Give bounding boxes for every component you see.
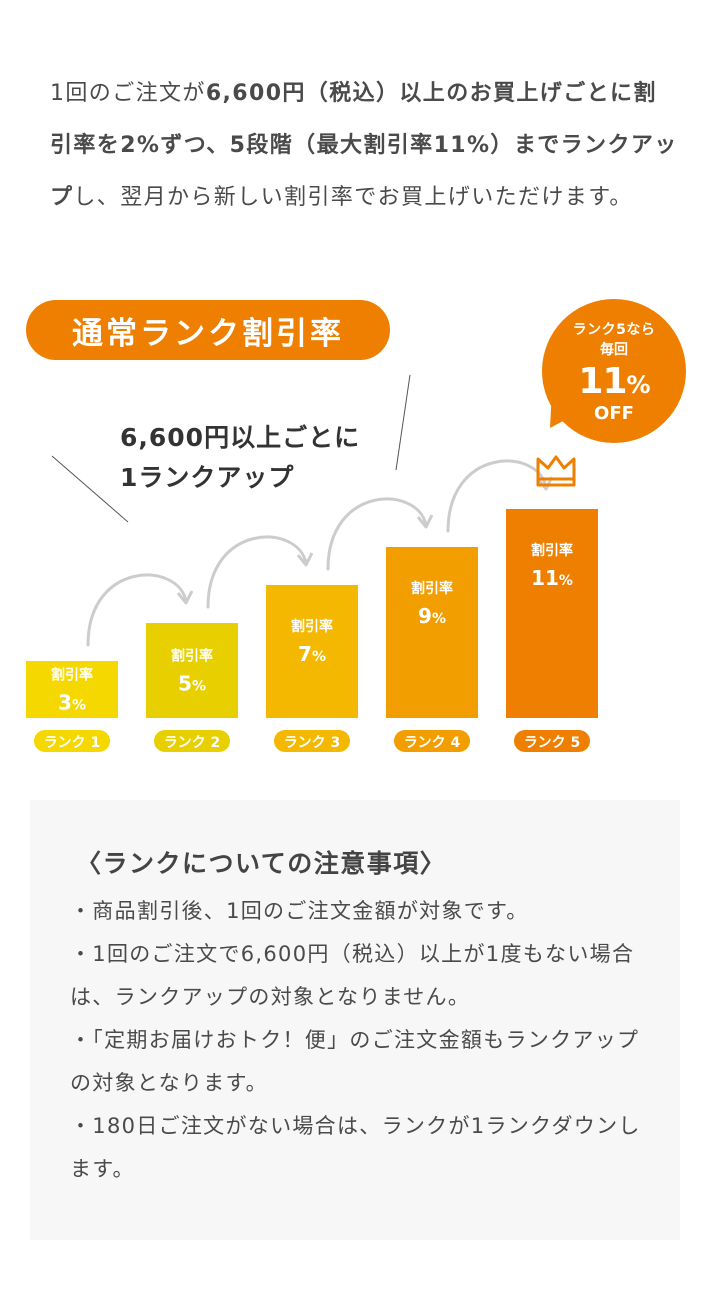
- rank-tag-label: ランク 5: [524, 735, 581, 751]
- rank-tag: [274, 730, 350, 752]
- note-item: ・「定期お届けおトク！便」のご注文金額もランクアップの対象となります。: [70, 1028, 640, 1095]
- notes-list: ・商品割引後、1回のご注文金額が対象です。 ・1回のご注文で6,600円（税込）…: [70, 890, 660, 1191]
- crown-icon: [536, 455, 576, 487]
- bar-caption: 割引率: [411, 580, 453, 597]
- bubble-line1: ランク5なら: [572, 322, 656, 338]
- intro-highlight: 6,600円（税込）以上のお買上げごとに割引率を2%ずつ、5段階（最大割引率11…: [50, 81, 678, 210]
- rank-up-arrowhead: [296, 552, 314, 567]
- rank-up-note: 6,600円以上ごとに 1ランクアップ: [120, 418, 360, 498]
- bar-value-label: 11%: [531, 566, 573, 590]
- max-rank-bubble: ランク5なら 毎回 11% OFF: [542, 299, 686, 443]
- notes-box: 〈ランクについての注意事項〉 ・商品割引後、1回のご注文金額が対象です。 ・1回…: [30, 800, 680, 1240]
- accent-line-left: [51, 455, 129, 523]
- note-item: ・1回のご注文で6,600円（税込）以上が1度もない場合は、ランクアップの対象と…: [70, 942, 635, 1009]
- rank-up-arrow: [326, 497, 428, 571]
- bar-caption: 割引率: [531, 542, 573, 559]
- rank-tag-label: ランク 1: [44, 735, 101, 751]
- bubble-unit: %: [626, 371, 651, 399]
- rank-chart: 割引率 3% ランク 1 割引率 5% ランク 2 割引率 7% ランク 3 割引率 9% ランク 4…: [26, 374, 598, 752]
- rank-bar: [146, 623, 238, 718]
- rank-up-arrowhead: [416, 514, 434, 529]
- rank-tag-label: ランク 3: [284, 735, 341, 751]
- note-item: ・商品割引後、1回のご注文金額が対象です。: [70, 899, 529, 923]
- bubble-line2: 毎回: [600, 342, 628, 358]
- rank-bar: [386, 547, 478, 718]
- note-item: ・180日ご注文がない場合は、ランクが1ランクダウンします。: [70, 1114, 641, 1181]
- section-title: 通常ランク割引率: [26, 300, 390, 360]
- rank-bar: [26, 661, 118, 718]
- bar-caption: 割引率: [51, 667, 93, 684]
- rank-tag-label: ランク 4: [404, 735, 461, 751]
- rank-note-line2: 1ランクアップ: [120, 463, 295, 492]
- rank-bar: [506, 509, 598, 718]
- rank-up-arrow: [446, 459, 548, 533]
- intro-text: 1回のご注文が6,600円（税込）以上のお買上げごとに割引率を2%ずつ、5段階（…: [50, 68, 680, 224]
- bar-caption: 割引率: [171, 648, 213, 665]
- rank-up-arrow: [86, 573, 188, 647]
- bar-value-label: 3%: [58, 691, 86, 715]
- bubble-value: 11: [578, 361, 627, 402]
- accent-line-right: [395, 374, 411, 471]
- rank-tag: [394, 730, 470, 752]
- bubble-off: OFF: [594, 403, 634, 424]
- rank-up-arrow: [206, 535, 308, 609]
- rank-tag: [34, 730, 110, 752]
- rank-bar: [266, 585, 358, 718]
- rank-tag-label: ランク 2: [164, 735, 221, 751]
- rank-tag: [154, 730, 230, 752]
- bar-caption: 割引率: [291, 618, 333, 635]
- intro-part3: し、翌月から新しい割引率でお買上げいただけます。: [73, 185, 633, 210]
- notes-title: 〈ランクについての注意事項〉: [76, 849, 447, 878]
- bar-value-label: 9%: [418, 604, 446, 628]
- bubble-value-wrap: 11%: [542, 361, 686, 402]
- bar-value-label: 7%: [298, 642, 326, 666]
- rank-note-line1: 6,600円以上ごとに: [120, 423, 361, 452]
- rank-up-arrowhead: [176, 590, 194, 605]
- rank-up-arrowhead: [536, 476, 554, 491]
- bar-value-label: 5%: [178, 672, 206, 696]
- intro-part1: 1回のご注文が: [50, 81, 206, 106]
- rank-tag: [514, 730, 590, 752]
